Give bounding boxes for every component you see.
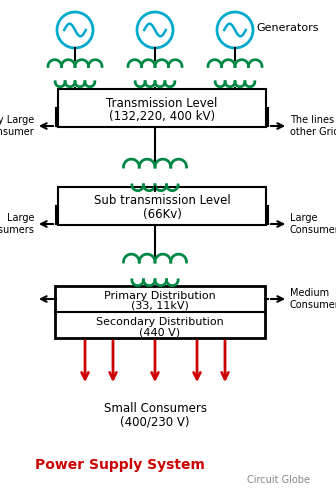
Text: (33, 11kV): (33, 11kV) [131,300,189,310]
Text: Circuit Globe: Circuit Globe [247,475,310,485]
FancyBboxPatch shape [58,89,266,127]
Text: (400/230 V): (400/230 V) [120,416,190,428]
Text: Small Consumers: Small Consumers [103,402,207,414]
Text: Medium
Consumer: Medium Consumer [290,288,336,310]
Text: Large
Consumers: Large Consumers [0,213,34,235]
Text: Large
Consumers: Large Consumers [290,213,336,235]
Text: (440 V): (440 V) [139,328,180,338]
FancyBboxPatch shape [55,286,265,338]
Text: Transmission Level: Transmission Level [106,97,218,110]
Text: Power Supply System: Power Supply System [35,458,205,472]
Text: Sub transmission Level: Sub transmission Level [94,194,230,207]
Text: (132,220, 400 kV): (132,220, 400 kV) [109,110,215,123]
Text: Very Large
Consumer: Very Large Consumer [0,115,34,137]
Text: Primary Distribution: Primary Distribution [104,291,216,301]
FancyBboxPatch shape [58,187,266,225]
Text: The lines to
other Grids: The lines to other Grids [290,115,336,137]
Text: (66Kv): (66Kv) [142,208,181,221]
Text: Secondary Distribution: Secondary Distribution [96,317,224,327]
Text: Generators: Generators [256,23,319,33]
